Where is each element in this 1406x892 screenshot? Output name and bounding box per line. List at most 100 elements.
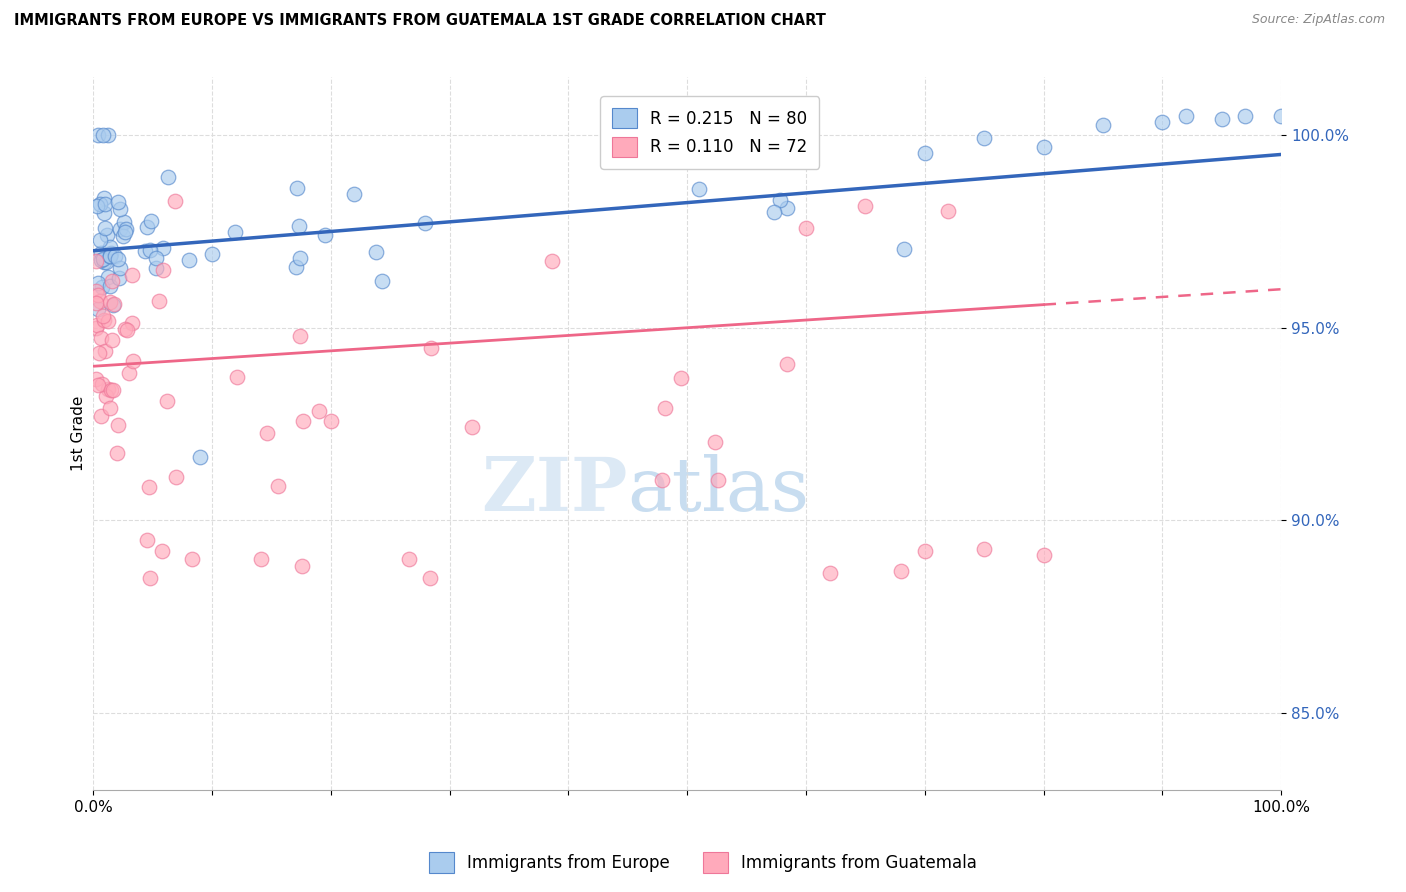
Point (266, 479, 288, 493)
Point (91, 280, 114, 294)
Point (100, 333, 122, 347)
Point (108, 271, 131, 285)
Point (98, 401, 121, 415)
Point (460, 420, 482, 434)
Point (110, 222, 132, 236)
Point (100, 383, 122, 397)
Point (769, 193, 792, 207)
Point (96, 227, 118, 242)
Point (156, 393, 179, 408)
Point (111, 229, 134, 244)
Point (541, 253, 564, 268)
Point (1234, 109, 1257, 123)
Text: Source: ZipAtlas.com: Source: ZipAtlas.com (1251, 13, 1385, 27)
Point (121, 353, 143, 368)
Point (108, 260, 131, 275)
Point (1032, 548, 1054, 562)
Point (86, 199, 108, 213)
Point (89, 233, 111, 247)
Point (165, 469, 187, 483)
Point (90, 331, 112, 345)
Point (371, 274, 394, 288)
Point (413, 216, 436, 230)
Point (1152, 114, 1174, 128)
Point (285, 260, 308, 275)
Point (671, 371, 693, 385)
Point (90, 409, 112, 423)
Point (107, 195, 129, 210)
Point (86, 377, 108, 392)
Point (139, 214, 162, 228)
Point (84, 295, 107, 310)
Point (152, 241, 174, 255)
Point (704, 434, 727, 449)
Point (94, 197, 117, 211)
Point (914, 544, 936, 558)
Point (93, 191, 115, 205)
Point (654, 401, 676, 415)
Point (163, 194, 186, 209)
Point (98, 279, 121, 293)
Point (115, 323, 138, 337)
Point (89, 294, 111, 309)
Legend: Immigrants from Europe, Immigrants from Guatemala: Immigrants from Europe, Immigrants from … (422, 846, 984, 880)
Point (288, 251, 311, 265)
Point (291, 559, 314, 574)
Legend: R = 0.215   N = 80, R = 0.110   N = 72: R = 0.215 N = 80, R = 0.110 N = 72 (600, 96, 820, 169)
Point (98, 295, 121, 310)
Point (97, 128, 120, 143)
Point (688, 182, 710, 196)
Point (96, 389, 118, 403)
Point (97, 270, 120, 285)
Point (89, 197, 111, 211)
Text: atlas: atlas (627, 454, 810, 527)
Point (150, 544, 173, 558)
Point (84, 284, 107, 298)
Point (139, 243, 162, 257)
Point (87, 128, 110, 143)
Point (98, 239, 121, 253)
Point (156, 170, 179, 185)
Point (115, 221, 138, 235)
Point (112, 214, 135, 228)
Point (1211, 112, 1233, 126)
Point (775, 201, 797, 215)
Point (118, 367, 141, 381)
Point (107, 252, 129, 266)
Point (287, 219, 309, 233)
Point (308, 403, 330, 417)
Point (145, 261, 167, 276)
Point (108, 202, 131, 217)
Point (86, 276, 108, 290)
Point (91, 377, 114, 392)
Point (938, 204, 960, 219)
Point (291, 414, 314, 428)
Point (250, 551, 273, 566)
Point (96, 255, 118, 269)
Point (973, 131, 995, 145)
Point (1270, 109, 1292, 123)
Point (93, 220, 115, 235)
Point (136, 533, 159, 547)
Point (114, 225, 136, 239)
Point (853, 199, 876, 213)
Point (226, 370, 249, 384)
Point (136, 220, 159, 235)
Text: IMMIGRANTS FROM EUROPE VS IMMIGRANTS FROM GUATEMALA 1ST GRADE CORRELATION CHART: IMMIGRANTS FROM EUROPE VS IMMIGRANTS FRO… (14, 13, 825, 29)
Point (134, 244, 156, 258)
Point (121, 317, 143, 331)
Point (419, 571, 441, 585)
Point (104, 249, 127, 263)
Point (893, 243, 915, 257)
Point (93, 254, 115, 268)
Point (84, 254, 107, 268)
Point (93, 312, 115, 326)
Point (100, 245, 122, 260)
Point (103, 297, 125, 311)
Point (87, 288, 110, 302)
Point (138, 571, 160, 585)
Point (321, 414, 343, 428)
Point (87, 302, 110, 317)
Point (398, 551, 420, 566)
Point (763, 205, 786, 219)
